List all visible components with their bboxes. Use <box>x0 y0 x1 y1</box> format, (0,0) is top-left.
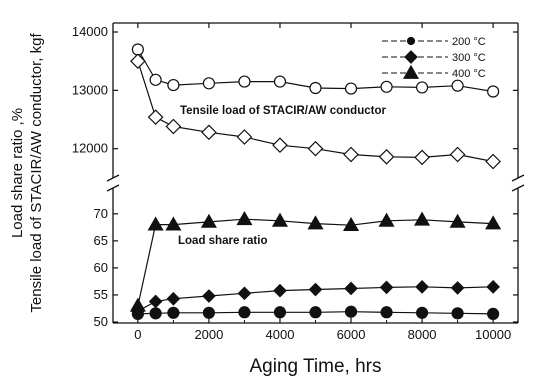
x-tick-label: 0 <box>134 327 141 342</box>
break-mark <box>511 184 525 192</box>
lower-series-0-point <box>273 306 287 319</box>
upper-series-0 <box>131 43 500 98</box>
lower-series-1-point <box>344 281 358 296</box>
y-axis-title-outer: Load share ratio ,% <box>9 108 26 238</box>
break-mark <box>106 184 120 192</box>
upper-series-1-point <box>236 129 253 145</box>
lower-series-0-point <box>238 306 251 319</box>
y-tick-label-upper: 14000 <box>72 24 108 39</box>
legend-marker <box>402 64 420 79</box>
lower-series-2-point <box>200 213 217 228</box>
legend-label: 300 °C <box>452 52 486 64</box>
y-axis-title-inner: Tensile load of STACIR/AW conductor, kgf <box>28 33 45 313</box>
upper-series-0-point <box>273 75 287 88</box>
upper-series-0-point <box>344 82 358 95</box>
upper-series-1-point <box>130 53 146 70</box>
upper-series-1-point <box>449 146 466 163</box>
upper-series-0-point <box>309 81 322 95</box>
lower-series-0-point <box>149 307 162 320</box>
upper-series-0-point <box>487 85 500 98</box>
upper-series-1-point <box>165 118 182 135</box>
upper-series-1-point <box>272 137 288 154</box>
x-tick-label: 2000 <box>194 327 223 342</box>
lower-series-0-point <box>344 305 358 318</box>
lower-series-0-point <box>415 306 429 319</box>
lower-series-2-point <box>414 211 431 226</box>
lower-series-1-point <box>202 289 216 303</box>
axis-break-left <box>106 174 120 192</box>
x-tick-label: 6000 <box>337 327 366 342</box>
lower-series-1-point <box>415 279 429 294</box>
break-mark <box>106 174 120 182</box>
x-tick-label: 4000 <box>266 327 295 342</box>
lower-series-1-point <box>308 282 323 297</box>
y-tick-label-upper: 13000 <box>72 82 108 97</box>
upper-series-0-point <box>380 80 393 93</box>
y-tick-label-lower: 70 <box>94 206 108 221</box>
upper-series-0-point <box>238 75 251 88</box>
lower-series-0-point <box>380 306 393 319</box>
upper-series-1-point <box>147 109 164 126</box>
axis-break-right <box>511 174 525 192</box>
upper-series-0-point <box>451 79 464 92</box>
x-tick-label: 10000 <box>475 327 511 342</box>
y-tick-label-lower: 60 <box>94 260 108 275</box>
lower-series-0-point <box>451 307 464 320</box>
annotation-load-share: Load share ratio <box>178 235 267 247</box>
lower-series-1-point <box>486 279 500 294</box>
upper-series-1-point <box>343 146 359 163</box>
legend-marker <box>404 50 418 64</box>
upper-series-1-point <box>307 140 324 157</box>
lower-series-0-point <box>167 306 180 319</box>
lower-series-0-point <box>487 307 500 320</box>
upper-series-1-point <box>201 124 217 141</box>
lower-series-2-point <box>342 216 360 232</box>
lower-series-1-point <box>148 294 163 309</box>
y-tick-label-lower: 50 <box>94 314 108 329</box>
lower-series-1-point <box>379 280 394 295</box>
lower-series-0 <box>131 305 500 320</box>
lower-series-2-point <box>129 297 146 312</box>
lower-series-1-point <box>450 281 465 295</box>
lower-series-2-point <box>378 212 395 227</box>
legend: 200 °C 300 °C 400 °C <box>382 36 486 80</box>
lower-series-1-point <box>237 286 252 301</box>
legend-marker <box>406 36 416 46</box>
y-tick-label-lower: 65 <box>94 233 108 248</box>
upper-series-1-point <box>414 149 430 166</box>
lower-series-0-point <box>309 306 322 319</box>
lower-series-2-point <box>449 213 466 228</box>
lower-series-1-point <box>273 283 287 298</box>
lower-series-2-point <box>485 215 502 230</box>
break-mark <box>511 174 525 182</box>
upper-series-0-point <box>149 73 162 86</box>
x-axis-title: Aging Time, hrs <box>250 356 382 377</box>
plot-frame <box>112 22 519 324</box>
upper-series-1-point <box>378 148 395 165</box>
lower-series-2-point <box>271 212 289 227</box>
lower-series-2-point <box>307 215 324 230</box>
upper-series-0-point <box>167 78 180 92</box>
legend-label: 200 °C <box>452 36 486 48</box>
y-tick-label-lower: 55 <box>94 287 108 302</box>
lower-series-1-point <box>166 291 181 306</box>
upper-series-1-point <box>485 153 501 170</box>
lower-series-1 <box>131 279 500 319</box>
upper-series-0-point <box>202 77 216 90</box>
y-tick-label-upper: 12000 <box>72 141 108 156</box>
lower-series-2-point <box>165 216 182 231</box>
upper-series-0-point <box>415 81 429 94</box>
x-tick-label: 8000 <box>408 327 437 342</box>
legend-label: 400 °C <box>452 68 486 80</box>
lower-series-2-point <box>236 211 253 226</box>
lower-series-2-point <box>147 216 164 231</box>
lower-series-0-point <box>202 306 216 319</box>
annotation-tensile: Tensile load of STACIR/AW conductor <box>180 105 386 117</box>
upper-series-1 <box>130 53 501 170</box>
lower-series-2 <box>129 211 502 312</box>
